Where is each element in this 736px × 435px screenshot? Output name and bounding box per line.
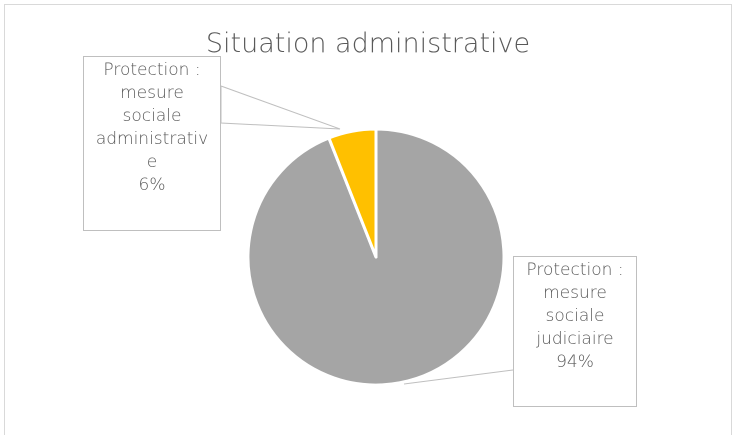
data-label-line: judiciaire [536, 329, 614, 349]
data-label-line: mesure [543, 283, 607, 303]
data-label-line: e [146, 152, 158, 172]
leader-line-administrative [220, 86, 341, 130]
leader-lines [220, 85, 514, 385]
data-label-line: 94% [556, 352, 594, 372]
pie-slices [246, 127, 506, 387]
leader-line-administrative-2 [220, 85, 341, 130]
pie-slice-1 [327, 127, 378, 259]
data-label-line: Protection : [526, 260, 624, 280]
leader-line-judiciaire [403, 369, 514, 385]
chart-area [4, 4, 732, 435]
data-label-administrative: Protection : mesure sociale administrativ e 6… [83, 56, 221, 231]
data-label-line: sociale [545, 306, 605, 326]
data-label-line: 6% [138, 175, 166, 195]
data-label-line: administrativ [95, 129, 209, 149]
chart-title: Situation administrative [205, 28, 531, 59]
data-label-line: Protection : [103, 60, 201, 80]
data-label-judiciaire: Protection : mesure sociale judiciaire 94% [513, 256, 637, 407]
data-label-line: sociale [122, 106, 182, 126]
data-label-line: mesure [120, 83, 184, 103]
